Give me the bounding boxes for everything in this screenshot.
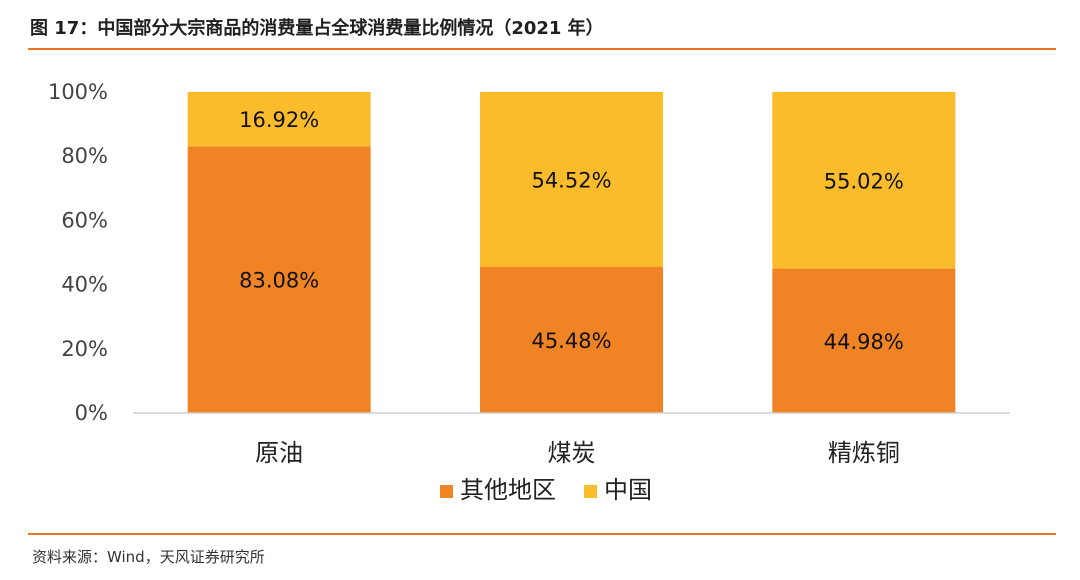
data-label: 44.98% <box>824 330 904 354</box>
x-category-label: 煤炭 <box>548 439 596 467</box>
bar-other-regions <box>187 146 371 413</box>
figure-title: 图 17：中国部分大宗商品的消费量占全球消费量比例情况（2021 年） <box>30 18 604 39</box>
y-tick-label: 40% <box>61 273 108 297</box>
x-category-label: 精炼铜 <box>828 439 900 467</box>
y-tick-label: 100% <box>48 80 108 104</box>
bar-china <box>480 92 663 268</box>
bar-other-regions <box>772 268 956 413</box>
y-tick-label: 60% <box>61 208 108 232</box>
data-label: 54.52% <box>531 169 611 193</box>
legend-label: 中国 <box>604 476 652 504</box>
y-tick-label: 80% <box>61 144 108 168</box>
y-tick-label: 0% <box>75 401 108 425</box>
y-tick-label: 20% <box>61 337 108 361</box>
legend-swatch-china <box>584 485 597 498</box>
data-label: 83.08% <box>239 269 319 293</box>
source-note: 资料来源：Wind，天风证券研究所 <box>32 548 265 566</box>
data-label: 16.92% <box>239 108 319 132</box>
bar-other-regions <box>480 267 663 413</box>
data-label: 55.02% <box>824 169 904 193</box>
bar-china <box>187 92 371 147</box>
x-category-label: 原油 <box>255 439 303 467</box>
bar-china <box>772 92 956 269</box>
legend-swatch-other-regions <box>440 485 453 498</box>
legend-label: 其他地区 <box>460 476 556 504</box>
title-divider <box>28 48 1056 50</box>
data-label: 45.48% <box>531 329 611 353</box>
source-divider <box>28 533 1056 535</box>
